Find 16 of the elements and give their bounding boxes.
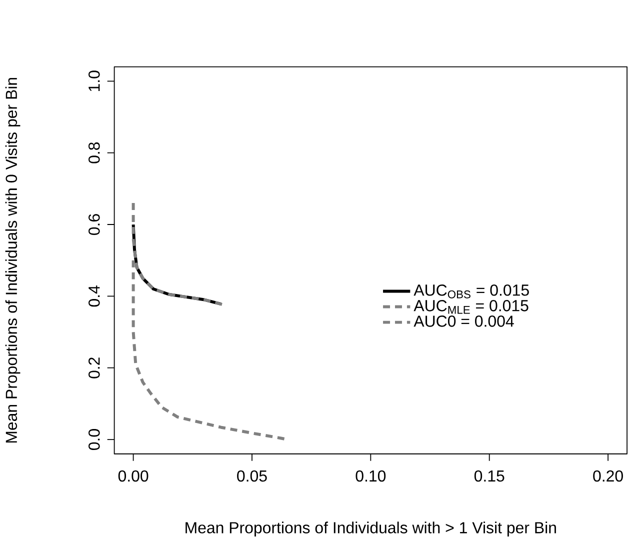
x-tick-label: 0.00 [118, 470, 148, 482]
legend-label: AUC$_{MLE}$ = 0.015 [414, 300, 528, 314]
y-tick-label: 0.0 [88, 429, 100, 450]
x-tick-label: 0.15 [474, 470, 504, 482]
legend-label: AUC$_{OBS}$ = 0.015 [414, 284, 529, 299]
y-tick-label: 0.2 [88, 358, 100, 378]
y-tick-label: 1.0 [88, 70, 100, 92]
x-tick-label: 0.20 [593, 470, 623, 482]
y-tick-label: 0.4 [88, 286, 100, 307]
x-tick-label: 0.10 [356, 470, 386, 482]
y-axis-title: Mean Proportions of Individuals with 0 Visits per Bin [5, 78, 20, 443]
x-tick-label: 0.05 [237, 470, 267, 482]
y-tick-label: 0.8 [88, 142, 100, 164]
y-tick-label: 0.6 [88, 214, 100, 236]
x-axis-title: Mean Proportions of Individuals with > 1 Visit per Bin [186, 522, 556, 537]
legend-label: AUC0 = 0.004 [414, 316, 514, 328]
